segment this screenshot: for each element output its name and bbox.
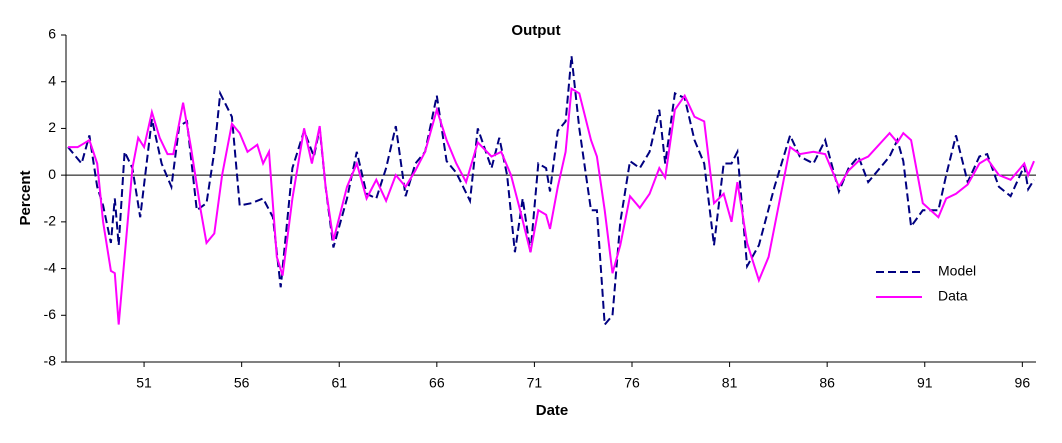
x-tick-label: 61	[331, 375, 347, 391]
x-tick-label: 56	[234, 375, 250, 391]
series-line	[68, 87, 1035, 325]
y-tick-label: 0	[48, 166, 56, 182]
y-tick-label: -4	[44, 259, 57, 275]
y-tick-label: 6	[48, 26, 56, 42]
legend-label: Model	[938, 263, 976, 279]
x-tick-label: 71	[527, 375, 543, 391]
x-tick-label: 76	[624, 375, 640, 391]
y-tick-label: -2	[44, 213, 57, 229]
y-axis-title: Percent	[17, 170, 34, 225]
x-tick-label: 51	[136, 375, 152, 391]
y-tick-label: 4	[48, 72, 56, 88]
x-axis-title: Date	[536, 402, 569, 419]
legend-label: Data	[938, 288, 968, 304]
x-tick-label: 66	[429, 375, 445, 391]
y-tick-label: 2	[48, 119, 56, 135]
x-tick-label: 81	[722, 375, 738, 391]
y-tick-label: -6	[44, 306, 57, 322]
series-line	[67, 55, 1035, 328]
chart-title: Output	[511, 22, 560, 39]
x-tick-label: 91	[917, 375, 933, 391]
y-tick-label: -8	[44, 353, 57, 369]
x-tick-label: 86	[819, 375, 835, 391]
x-tick-label: 96	[1015, 375, 1031, 391]
